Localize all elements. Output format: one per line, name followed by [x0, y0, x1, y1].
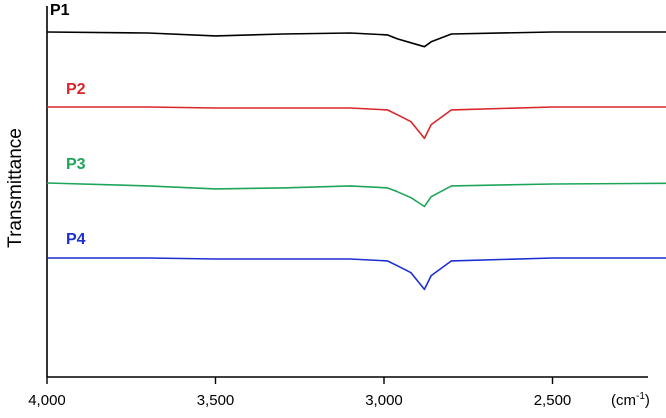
x-tick-label: 2,500: [534, 392, 572, 409]
x-unit-text: (cm: [611, 392, 636, 409]
series-label-p1: P1: [50, 2, 70, 19]
x-tick-label: 3,500: [197, 392, 235, 409]
series-labels: P1 P2 P3 P4: [50, 2, 86, 248]
series-label-p3: P3: [66, 156, 86, 173]
x-tick-label: 4,000: [28, 392, 66, 409]
x-unit-close: ): [645, 392, 650, 409]
series-label-p2: P2: [66, 81, 86, 98]
spectrum-line-p1: [46, 31, 666, 48]
spectrum-line-p4: [47, 257, 666, 291]
x-axis-unit-label: (cm-1): [611, 391, 650, 409]
y-axis-title: Transmittance: [5, 128, 26, 248]
spectrum-line-p3: [46, 182, 666, 208]
x-unit-superscript: -1: [636, 391, 645, 402]
x-tick-label: 3,000: [365, 392, 403, 409]
series-label-p4: P4: [66, 231, 86, 248]
spectrum-line-p2: [47, 106, 666, 140]
spectra-group: [46, 31, 666, 291]
